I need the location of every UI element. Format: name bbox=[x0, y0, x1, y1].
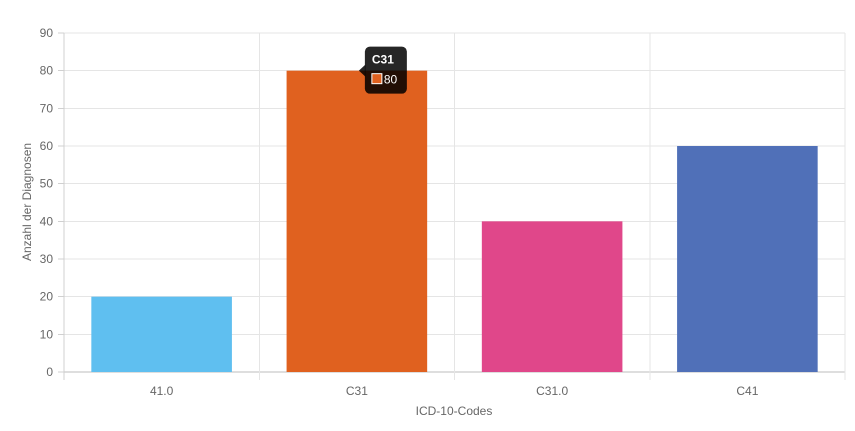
y-tick-label: 20 bbox=[40, 290, 54, 304]
y-tick-label: 90 bbox=[40, 26, 54, 40]
bar-C31.0 bbox=[481, 221, 623, 372]
y-tick-label: 30 bbox=[40, 252, 54, 266]
tooltip-value: 80 bbox=[384, 73, 398, 87]
y-tick-label: 70 bbox=[40, 101, 54, 115]
y-tick-label: 10 bbox=[40, 327, 54, 341]
x-axis-title: ICD-10-Codes bbox=[416, 404, 493, 418]
y-tick-label: 0 bbox=[46, 365, 53, 379]
y-axis-title: Anzahl der Diagnosen bbox=[20, 143, 34, 261]
x-tick-label: C41 bbox=[736, 384, 758, 398]
x-tick-label: C31.0 bbox=[536, 384, 568, 398]
x-tick-label: 41.0 bbox=[150, 384, 174, 398]
y-tick-label: 50 bbox=[40, 177, 54, 191]
y-tick-label: 40 bbox=[40, 214, 54, 228]
tooltip-title: C31 bbox=[372, 53, 394, 67]
axis-layer: 0 10 20 30 40 50 60 70 80 90 41.0 C31 C31.0 C41 bbox=[40, 26, 759, 398]
y-tick-label: 60 bbox=[40, 139, 54, 153]
tooltip-caret bbox=[358, 64, 366, 77]
x-tick-label: C31 bbox=[346, 384, 368, 398]
bar-41.0 bbox=[91, 296, 232, 372]
bar-C31 bbox=[286, 70, 428, 373]
bar-C41 bbox=[677, 146, 818, 372]
y-tick-label: 80 bbox=[40, 64, 54, 78]
tooltip-swatch bbox=[371, 73, 383, 85]
bar-layer bbox=[91, 70, 818, 373]
